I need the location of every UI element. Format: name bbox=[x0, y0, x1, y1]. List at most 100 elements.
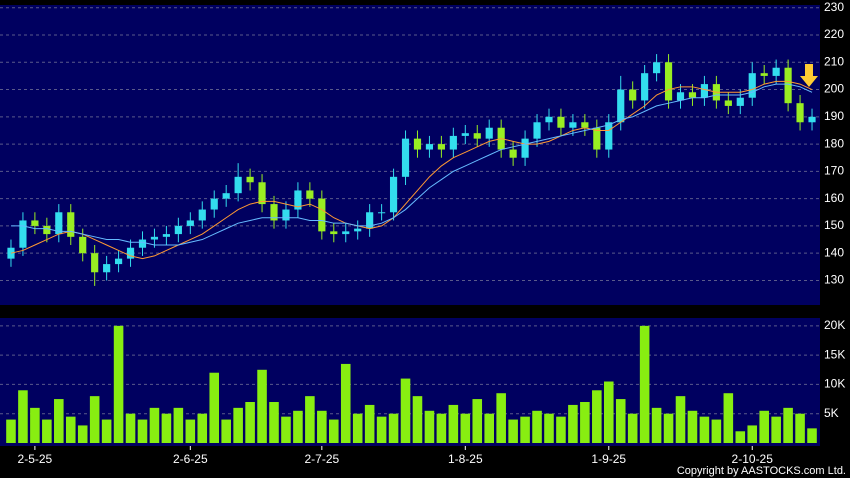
candle-body bbox=[617, 89, 625, 123]
y-tick-label: 20K bbox=[824, 318, 845, 332]
volume-bar bbox=[520, 416, 530, 443]
volume-bar bbox=[759, 410, 769, 443]
y-tick-label: 160 bbox=[824, 191, 844, 205]
y-tick-label: 10K bbox=[824, 377, 845, 391]
candle-body bbox=[162, 234, 170, 237]
volume-bar bbox=[340, 363, 351, 443]
candle-body bbox=[569, 122, 577, 128]
volume-bar bbox=[185, 419, 196, 443]
x-tick-label: 2-7-25 bbox=[304, 452, 339, 466]
candle-body bbox=[270, 204, 278, 221]
volume-bar bbox=[161, 413, 172, 443]
volume-bar bbox=[723, 393, 734, 443]
candle-body bbox=[413, 138, 422, 150]
volume-bar bbox=[783, 407, 793, 443]
candle-body bbox=[43, 225, 51, 235]
volume-bar bbox=[556, 416, 566, 443]
candle-body bbox=[79, 236, 87, 254]
candle-body bbox=[688, 92, 697, 98]
candle-body bbox=[389, 176, 398, 213]
candle-body bbox=[294, 190, 302, 210]
volume-bar bbox=[388, 413, 399, 443]
volume-bar bbox=[233, 407, 243, 443]
volume-bar bbox=[54, 399, 64, 443]
volume-bar bbox=[711, 419, 722, 443]
candle-body bbox=[748, 73, 756, 98]
volume-bar bbox=[795, 413, 805, 443]
volume-bar bbox=[484, 413, 494, 443]
volume-bar bbox=[149, 407, 160, 443]
volume-bar bbox=[424, 410, 435, 443]
volume-bar bbox=[352, 413, 363, 443]
candle-body bbox=[366, 212, 374, 229]
y-tick-label: 230 bbox=[824, 0, 844, 14]
candle-body bbox=[676, 92, 685, 101]
y-tick-label: 200 bbox=[824, 82, 844, 96]
x-tick-label: 2-6-25 bbox=[173, 452, 208, 466]
candle-body bbox=[796, 103, 804, 123]
candle-body bbox=[174, 225, 182, 235]
volume-bar bbox=[412, 396, 423, 443]
copyright: Copyright by AASTOCKS.com Ltd. bbox=[677, 465, 846, 477]
moving-average-line bbox=[10, 80, 813, 260]
moving-average-line bbox=[10, 83, 813, 246]
candle-body bbox=[557, 116, 565, 128]
candle-body bbox=[55, 212, 63, 235]
volume-bar bbox=[376, 416, 387, 443]
volume-bar bbox=[747, 425, 758, 443]
candle-body bbox=[700, 84, 709, 98]
candle-body bbox=[19, 220, 27, 248]
volume-bar bbox=[400, 378, 411, 443]
candle-body bbox=[593, 127, 601, 150]
candle-body bbox=[461, 133, 469, 136]
candle-body bbox=[485, 127, 493, 139]
volume-bar bbox=[364, 404, 375, 443]
y-tick-label: 180 bbox=[824, 136, 844, 150]
volume-bar bbox=[30, 407, 40, 443]
candle-body bbox=[605, 122, 613, 150]
candle-body bbox=[354, 228, 362, 232]
candle-body bbox=[437, 144, 445, 150]
candle-body bbox=[150, 236, 159, 240]
volume-bar bbox=[651, 407, 662, 443]
volume-bar bbox=[592, 390, 602, 443]
candle-body bbox=[784, 67, 792, 104]
candle-body bbox=[425, 144, 434, 150]
volume-bar bbox=[245, 402, 255, 443]
y-tick-label: 130 bbox=[824, 273, 844, 287]
volume-bar bbox=[687, 410, 698, 443]
candle-body bbox=[330, 231, 338, 235]
y-tick-label: 220 bbox=[824, 27, 844, 41]
y-tick-label: 15K bbox=[824, 347, 845, 361]
volume-bar bbox=[639, 325, 650, 443]
volume-bar bbox=[42, 419, 52, 443]
candle-body bbox=[808, 116, 816, 123]
candle-body bbox=[258, 182, 266, 205]
volume-bar bbox=[65, 416, 76, 443]
arrow-icon bbox=[800, 64, 818, 87]
x-tick-label: 1-8-25 bbox=[448, 452, 483, 466]
candle-body bbox=[521, 138, 529, 158]
candle-body bbox=[581, 122, 589, 128]
volume-bar bbox=[6, 419, 16, 443]
volume-bar bbox=[627, 413, 638, 443]
volume-bar bbox=[436, 413, 447, 443]
volume-bar bbox=[329, 419, 339, 443]
volume-bar bbox=[568, 404, 578, 443]
candle-body bbox=[103, 264, 111, 273]
volume-bar bbox=[113, 325, 124, 443]
candle-body bbox=[401, 138, 410, 177]
y-tick-label: 210 bbox=[824, 54, 844, 68]
volume-bar bbox=[269, 402, 279, 443]
candle-body bbox=[641, 73, 649, 101]
volume-bar bbox=[77, 425, 88, 443]
volume-bar bbox=[197, 413, 208, 443]
volume-bar bbox=[663, 413, 674, 443]
volume-bar bbox=[257, 369, 267, 443]
candle-body bbox=[724, 100, 732, 106]
candle-body bbox=[664, 62, 673, 101]
x-tick-label: 1-9-25 bbox=[591, 452, 626, 466]
candle-body bbox=[114, 258, 123, 265]
volume-bar bbox=[221, 419, 231, 443]
volume-bar bbox=[508, 419, 518, 443]
